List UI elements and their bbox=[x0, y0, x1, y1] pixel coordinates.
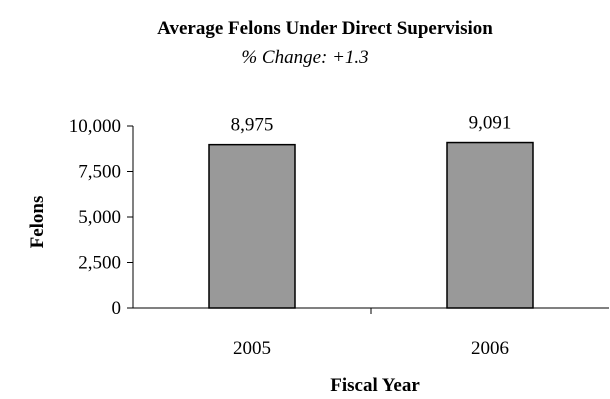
y-tick-label: 2,500 bbox=[78, 253, 121, 274]
y-tick-label: 0 bbox=[112, 298, 122, 319]
chart-subtitle: % Change: +1.3 bbox=[241, 47, 368, 68]
bar bbox=[208, 143, 296, 309]
data-label: 8,975 bbox=[231, 115, 274, 136]
y-tick-label: 10,000 bbox=[69, 116, 121, 137]
y-axis-title: Felons bbox=[27, 196, 48, 249]
bar bbox=[446, 141, 534, 309]
y-tick-label: 5,000 bbox=[78, 207, 121, 228]
y-tick-label: 7,500 bbox=[78, 162, 121, 183]
data-label: 9,091 bbox=[469, 113, 512, 134]
x-tick-label: 2006 bbox=[471, 338, 509, 359]
plot-area: 0 2,500 5,000 7,500 10,000 8,975 2005 9,091 2006 bbox=[69, 113, 609, 359]
chart-title: Average Felons Under Direct Supervision bbox=[157, 18, 493, 39]
x-axis-title: Fiscal Year bbox=[330, 375, 420, 396]
x-tick-label: 2005 bbox=[233, 338, 271, 359]
